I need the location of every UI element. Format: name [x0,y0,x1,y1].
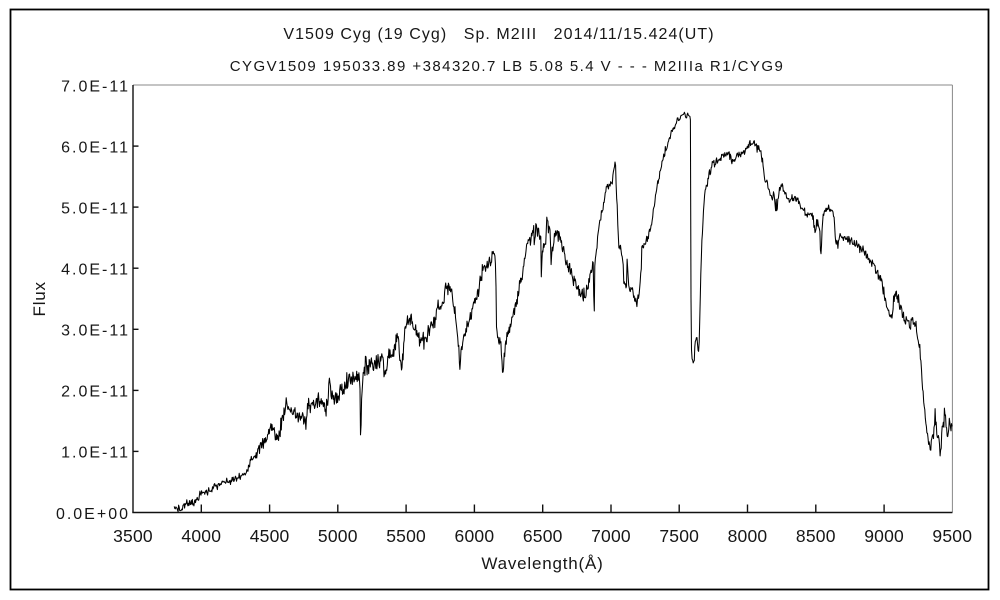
svg-text:4500: 4500 [250,526,290,546]
svg-text:V1509 Cyg (19 Cyg) Sp. M2III: V1509 Cyg (19 Cyg) Sp. M2III 2014/11/15.… [283,26,714,43]
svg-text:5000: 5000 [318,526,358,546]
svg-text:3500: 3500 [113,526,153,546]
svg-text:9500: 9500 [932,526,972,546]
svg-text:8500: 8500 [796,526,836,546]
svg-text:6000: 6000 [455,526,495,546]
svg-text:7.0E-11: 7.0E-11 [61,78,130,95]
svg-text:3.0E-11: 3.0E-11 [61,323,130,340]
svg-text:7500: 7500 [659,526,699,546]
svg-text:5500: 5500 [386,526,426,546]
svg-text:4000: 4000 [181,526,221,546]
svg-text:8000: 8000 [728,526,768,546]
svg-text:4.0E-11: 4.0E-11 [61,262,130,279]
svg-text:6500: 6500 [523,526,563,546]
svg-text:5.0E-11: 5.0E-11 [61,200,130,217]
svg-text:Flux: Flux [30,281,49,316]
svg-text:0.0E+00: 0.0E+00 [56,506,130,523]
svg-text:7000: 7000 [591,526,631,546]
svg-text:1.0E-11: 1.0E-11 [61,445,130,462]
svg-text:9000: 9000 [864,526,904,546]
svg-text:6.0E-11: 6.0E-11 [61,139,130,156]
svg-text:CYGV1509 195033.89 +384320.7 L: CYGV1509 195033.89 +384320.7 LB 5.08 5.4… [230,58,785,75]
svg-text:2.0E-11: 2.0E-11 [61,384,130,401]
svg-text:Wavelength(Å): Wavelength(Å) [481,554,603,573]
